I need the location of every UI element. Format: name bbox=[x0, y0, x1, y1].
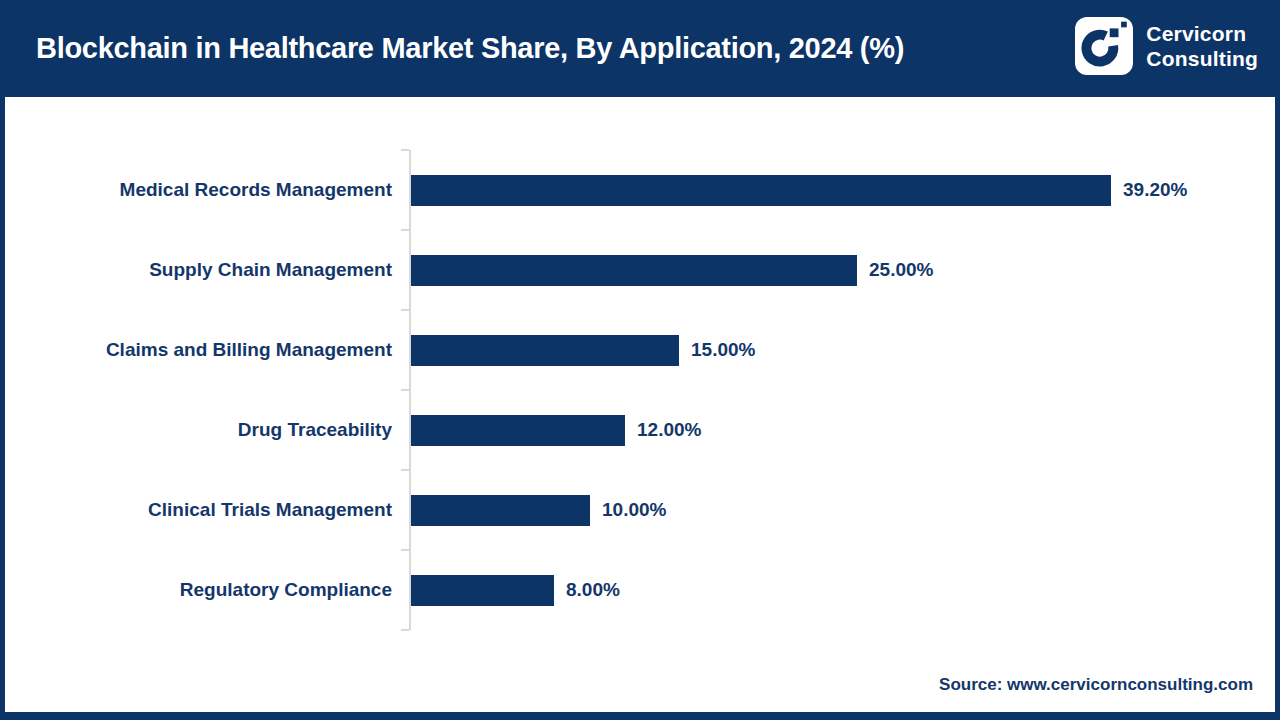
brand-logo: Cervicorn Consulting bbox=[1075, 17, 1258, 75]
category-label: Clinical Trials Management bbox=[0, 499, 392, 521]
category-label: Claims and Billing Management bbox=[0, 339, 392, 361]
bar bbox=[411, 575, 554, 606]
value-label: 12.00% bbox=[637, 419, 701, 441]
bar bbox=[411, 335, 679, 366]
header-band: Blockchain in Healthcare Market Share, B… bbox=[0, 0, 1280, 97]
value-label: 10.00% bbox=[602, 499, 666, 521]
chart-row: Clinical Trials Management 10.00% bbox=[0, 470, 1280, 550]
value-label: 25.00% bbox=[869, 259, 933, 281]
bar-chart: Medical Records Management 39.20% Supply C… bbox=[0, 150, 1280, 630]
category-label: Regulatory Compliance bbox=[0, 579, 392, 601]
brand-name-line1: Cervicorn bbox=[1146, 21, 1258, 46]
category-label: Medical Records Management bbox=[0, 179, 392, 201]
infographic-canvas: Blockchain in Healthcare Market Share, B… bbox=[0, 0, 1280, 720]
chart-row: Supply Chain Management 25.00% bbox=[0, 230, 1280, 310]
bar bbox=[411, 495, 590, 526]
chart-row: Medical Records Management 39.20% bbox=[0, 150, 1280, 230]
chart-title: Blockchain in Healthcare Market Share, B… bbox=[0, 32, 904, 65]
chart-row: Drug Traceability 12.00% bbox=[0, 390, 1280, 470]
brand-name-line2: Consulting bbox=[1146, 46, 1258, 71]
chart-row: Regulatory Compliance 8.00% bbox=[0, 550, 1280, 630]
category-label: Supply Chain Management bbox=[0, 259, 392, 281]
source-attribution: Source: www.cervicornconsulting.com bbox=[939, 675, 1253, 695]
brand-name: Cervicorn Consulting bbox=[1146, 21, 1258, 71]
bar bbox=[411, 255, 857, 286]
value-label: 8.00% bbox=[566, 579, 620, 601]
category-label: Drug Traceability bbox=[0, 419, 392, 441]
bar bbox=[411, 415, 625, 446]
cervicorn-c-mark-icon bbox=[1075, 17, 1133, 75]
value-label: 39.20% bbox=[1123, 179, 1187, 201]
value-label: 15.00% bbox=[691, 339, 755, 361]
bar bbox=[411, 175, 1111, 206]
chart-row: Claims and Billing Management 15.00% bbox=[0, 310, 1280, 390]
